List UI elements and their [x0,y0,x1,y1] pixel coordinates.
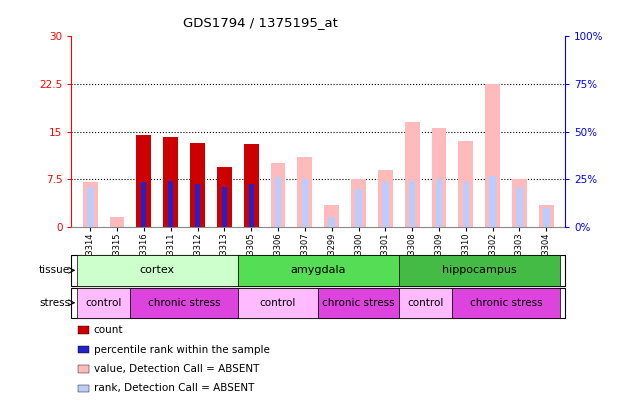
Bar [238,288,319,318]
Bar [141,182,147,227]
Bar [539,205,554,227]
Bar [271,163,286,227]
Bar [409,181,415,227]
Text: cortex: cortex [140,265,175,275]
Bar [355,189,362,227]
Bar [83,182,97,227]
Bar [382,182,389,227]
Bar [195,183,200,227]
Bar [399,255,560,286]
Bar [405,122,420,227]
Bar [274,177,281,227]
Text: tissue: tissue [39,265,70,275]
Bar [77,255,238,286]
Bar [516,188,523,227]
Text: GDS1794 / 1375195_at: GDS1794 / 1375195_at [183,16,338,29]
Bar [399,288,453,318]
Bar [351,179,366,227]
Bar [168,181,173,227]
Text: percentile rank within the sample: percentile rank within the sample [94,345,270,354]
Bar [458,141,473,227]
Bar [485,84,500,227]
Text: chronic stress: chronic stress [469,298,542,308]
Text: control: control [407,298,444,308]
Bar [217,166,232,227]
Text: stress: stress [39,298,70,308]
Text: count: count [94,325,124,335]
Text: rank, Detection Call = ABSENT: rank, Detection Call = ABSENT [94,384,254,393]
Bar [137,135,152,227]
Bar [248,183,254,227]
Bar [222,188,227,227]
Bar [319,288,399,318]
Bar [463,182,469,227]
Bar [297,157,312,227]
Bar [453,288,560,318]
Bar [163,137,178,227]
Bar [110,217,124,227]
Bar [543,208,550,227]
Text: control: control [86,298,122,308]
Bar [378,170,392,227]
Bar [302,179,308,227]
Text: chronic stress: chronic stress [322,298,395,308]
Text: amygdala: amygdala [291,265,346,275]
Bar [489,176,496,227]
Text: value, Detection Call = ABSENT: value, Detection Call = ABSENT [94,364,259,374]
Bar [329,217,335,227]
Text: control: control [260,298,296,308]
Bar [238,255,399,286]
Bar [436,179,442,227]
Bar [190,143,205,227]
Text: chronic stress: chronic stress [148,298,220,308]
Bar [130,288,238,318]
Bar [77,288,130,318]
Bar [512,179,527,227]
Bar [87,188,94,227]
Bar [324,205,339,227]
Bar [244,144,258,227]
Bar [432,128,446,227]
Text: hippocampus: hippocampus [442,265,517,275]
